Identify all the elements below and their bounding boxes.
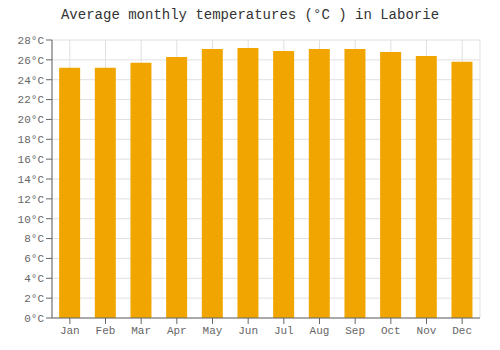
html-text:Average monthly temperatures (: Average monthly temperatures (°C ) in La… xyxy=(61,7,439,23)
svg-text:20°C: 20°C xyxy=(18,114,45,126)
svg-text:4°C: 4°C xyxy=(24,273,44,285)
svg-text:Jul: Jul xyxy=(274,325,294,337)
svg-text:28°C: 28°C xyxy=(18,35,45,47)
svg-text:8°C: 8°C xyxy=(24,233,44,245)
svg-text:12°C: 12°C xyxy=(18,194,45,206)
svg-text:Oct: Oct xyxy=(381,325,401,337)
svg-text:Jun: Jun xyxy=(238,325,258,337)
svg-text:26°C: 26°C xyxy=(18,55,45,67)
svg-text:24°C: 24°C xyxy=(18,75,45,87)
svg-text:Apr: Apr xyxy=(167,325,187,337)
svg-text:16°C: 16°C xyxy=(18,154,45,166)
svg-text:Dec: Dec xyxy=(452,325,472,337)
svg-text:Aug: Aug xyxy=(310,325,330,337)
svg-text:18°C: 18°C xyxy=(18,134,45,146)
svg-text:Jan: Jan xyxy=(60,325,80,337)
svg-text:6°C: 6°C xyxy=(24,253,44,265)
svg-text:22°C: 22°C xyxy=(18,94,45,106)
svg-text:Feb: Feb xyxy=(96,325,116,337)
svg-text:Mar: Mar xyxy=(131,325,151,337)
svg-text:10°C: 10°C xyxy=(18,214,45,226)
svg-text:Sep: Sep xyxy=(345,325,365,337)
svg-text:May: May xyxy=(203,325,223,337)
svg-text:0°C: 0°C xyxy=(24,313,44,325)
svg-text:14°C: 14°C xyxy=(18,174,45,186)
svg-text:2°C: 2°C xyxy=(24,293,44,305)
svg-text:Nov: Nov xyxy=(417,325,437,337)
